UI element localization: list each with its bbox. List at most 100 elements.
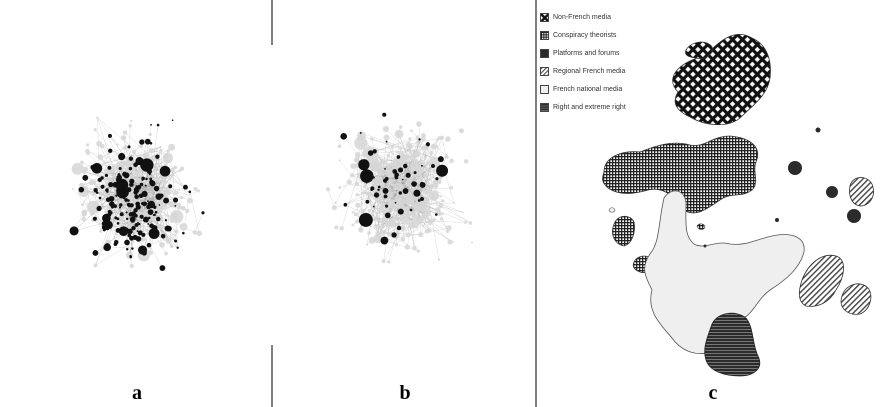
network-edge [380, 139, 420, 174]
network-node [129, 263, 134, 269]
network-node [436, 194, 439, 198]
network-node [353, 212, 358, 217]
legend-label: Right and extreme right [553, 103, 626, 111]
cluster-map-c [602, 33, 874, 377]
network-edge [129, 125, 131, 156]
network-node [370, 137, 374, 141]
network-node [146, 196, 150, 199]
network-node [383, 134, 390, 141]
network-node [405, 222, 409, 225]
network-node [334, 225, 339, 230]
network-node [374, 224, 378, 228]
network-node [122, 197, 126, 200]
network-node [152, 230, 155, 233]
network-node [397, 223, 401, 226]
network-node [370, 207, 373, 210]
network-node [147, 192, 153, 198]
network-node [185, 208, 190, 214]
legend-label: Conspiracy theorists [553, 31, 617, 39]
network-node [372, 205, 375, 208]
network-node [164, 251, 168, 256]
network-node [108, 148, 113, 153]
network-edge [393, 144, 409, 202]
network-node [349, 173, 355, 178]
network-node [435, 177, 439, 181]
network-node [97, 177, 102, 183]
network-node [116, 222, 120, 225]
network-node [403, 163, 408, 169]
network-node [401, 178, 404, 181]
legend-item: Platforms and forums [540, 44, 626, 62]
cluster-conspiracy-small-3 [696, 223, 706, 230]
network-node [88, 179, 95, 186]
network-node [424, 206, 427, 209]
network-node [425, 142, 431, 147]
cluster-platforms-4 [815, 127, 821, 133]
network-node [437, 258, 441, 261]
network-edge [117, 218, 169, 242]
network-node [417, 199, 421, 202]
network-node [367, 192, 371, 196]
network-node [410, 129, 413, 133]
network-node [126, 202, 131, 207]
network-node [411, 181, 417, 187]
network-node [400, 176, 404, 179]
network-node [185, 193, 188, 196]
network-node [386, 153, 391, 158]
network-node [149, 180, 156, 187]
network-node [425, 186, 428, 189]
network-node [384, 221, 391, 228]
network-node [86, 143, 90, 147]
network-node [193, 186, 198, 192]
network-node [91, 192, 95, 196]
network-node [159, 265, 166, 271]
network-node [166, 225, 172, 232]
network-node [170, 167, 175, 173]
network-node [452, 241, 454, 243]
network-node [135, 204, 141, 210]
network-node [149, 177, 153, 181]
network-edge [172, 170, 178, 248]
network-node [385, 140, 388, 143]
network-node [80, 160, 84, 164]
network-node [92, 181, 97, 185]
network-node [380, 236, 389, 245]
network-node [354, 182, 359, 187]
network-node [170, 173, 175, 177]
legend-swatch-grid [540, 30, 549, 40]
network-node [150, 123, 152, 126]
network-node [96, 205, 102, 212]
network-node [436, 164, 449, 177]
network-node [397, 161, 400, 164]
network-node [377, 225, 382, 230]
network-edge [398, 221, 409, 225]
network-node [99, 229, 103, 233]
network-node [167, 200, 174, 207]
network-node [426, 188, 432, 194]
network-node [458, 128, 464, 134]
network-node [343, 202, 348, 207]
network-node [428, 190, 440, 201]
network-node [414, 149, 420, 155]
network-node [397, 178, 401, 182]
network-node [93, 263, 98, 268]
network-node [138, 222, 141, 226]
network-node [114, 188, 117, 191]
network-node [350, 163, 356, 169]
network-node [174, 229, 179, 234]
network-node [453, 202, 455, 204]
network-node [396, 165, 399, 168]
network-node [171, 119, 174, 122]
network-node [412, 245, 417, 251]
network-node [367, 208, 372, 213]
network-node [468, 221, 473, 225]
network-node [117, 216, 124, 222]
network-node [445, 225, 452, 232]
network-node [392, 183, 397, 188]
cluster-platforms-1 [788, 161, 802, 175]
network-node [396, 198, 405, 207]
network-node [124, 198, 129, 202]
cluster-platforms-6 [703, 244, 707, 248]
network-node [391, 232, 397, 238]
network-node [192, 230, 197, 235]
